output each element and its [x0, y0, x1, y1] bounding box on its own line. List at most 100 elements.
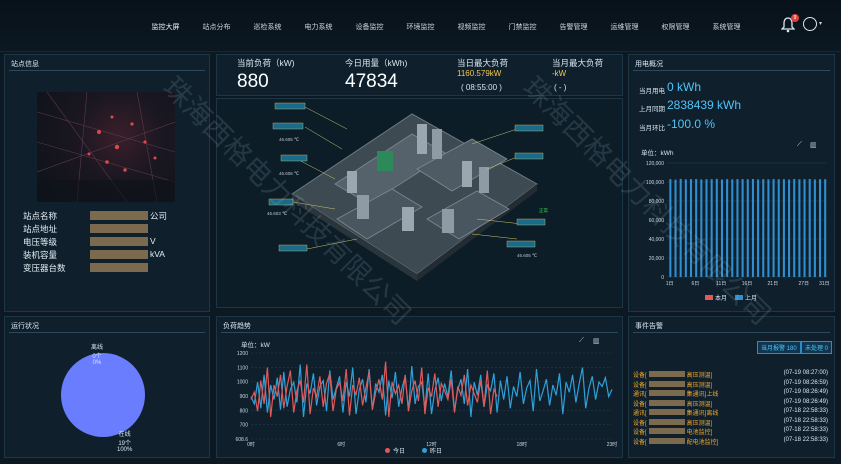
- alarm-time: (07-18 22:58:33): [783, 436, 828, 443]
- chevron-down-icon[interactable]: ▾: [819, 21, 823, 27]
- bar-上月: [751, 178, 754, 277]
- redacted-value: [90, 250, 148, 259]
- alarm-row[interactable]: 设备[高压测温] (07-19 08:26:49): [633, 399, 828, 408]
- alarm-row[interactable]: 设备[ 配电池监控] (07-18 22:58:33): [633, 437, 828, 446]
- alarm-type: 通讯[: [633, 411, 647, 417]
- usage-bar-chart: 0 20,000 40,000 60,000 80,000 100,000 120,000 1…: [646, 161, 830, 287]
- offline-count: 0个: [92, 354, 102, 360]
- y-tick-label: 1100: [237, 365, 248, 371]
- redacted-value: [90, 211, 148, 220]
- y-tick-label: 40,000: [649, 237, 665, 243]
- series-line-昨日: [250, 364, 613, 418]
- bar-上月: [762, 179, 765, 277]
- nav-item[interactable]: 视频监控: [457, 24, 486, 31]
- line-chart-icon[interactable]: ⟋: [579, 337, 584, 344]
- site-row-value: 公司: [150, 211, 168, 221]
- alarm-detail: 高压测温]: [686, 382, 713, 389]
- scene-status: 正常: [539, 207, 548, 214]
- redacted-device: [648, 437, 685, 444]
- monthly-alarm-button[interactable]: 当月报警 180: [757, 341, 801, 354]
- bar-上月: [731, 179, 734, 277]
- top-nav: 监控大屏 站点分布 巡检系统 电力系统 设备监控 环境监控 视频监控 门禁监控 告警管理 运维管理…: [0, 0, 841, 52]
- alarm-row[interactable]: 通讯[集通讯]离线 (07-18 22:58:33): [633, 408, 828, 417]
- bar-上月: [808, 179, 811, 277]
- nav-item[interactable]: 环境监控: [406, 24, 435, 31]
- bar-上月: [777, 179, 780, 277]
- today-max-value: 1160.579kW: [457, 69, 502, 78]
- user-avatar-icon[interactable]: [803, 17, 817, 31]
- unhandled-alarm-button[interactable]: 未处理 0: [801, 341, 833, 354]
- nav-item[interactable]: 运维管理: [610, 24, 639, 31]
- redacted-value: [90, 224, 148, 233]
- ratio-value: -100.0 %: [667, 117, 716, 131]
- usage-overview-panel: 用电概况 当月用电 0 kWh 上月同期 2838439 kWh 当月环比 -1…: [628, 54, 835, 312]
- panel-title: 用电概况: [635, 61, 663, 68]
- divider: [221, 332, 618, 333]
- redacted-device: [648, 380, 685, 387]
- redacted-device: [648, 409, 685, 415]
- month-max-time: ( - ): [554, 83, 567, 92]
- redacted-value: [90, 237, 148, 246]
- alarm-time: (07-19 08:26:49): [783, 389, 828, 395]
- month-max-label: 当月最大负荷: [552, 58, 604, 68]
- x-tick-label: 21日: [768, 281, 779, 287]
- nav-item[interactable]: 设备监控: [355, 24, 384, 31]
- nav-item[interactable]: 站点分布: [202, 24, 231, 31]
- bar-chart-icon[interactable]: ▥: [810, 142, 817, 149]
- nav-item[interactable]: 监控大屏: [151, 24, 180, 31]
- x-tick-label: 16日: [742, 281, 753, 287]
- alarm-type: 设备[: [633, 439, 647, 446]
- x-tick-label: 31日: [819, 281, 830, 287]
- scene-temp-2: 46.603 ℃: [267, 211, 288, 216]
- alarm-row[interactable]: 设备[高压测温] (07-19 08:26:59): [633, 380, 828, 389]
- legend-last-month: 上月: [745, 296, 758, 302]
- legend-this-month: 本月: [715, 296, 728, 302]
- nav-item[interactable]: 系统管理: [712, 24, 741, 31]
- alarm-time: (07-19 08:26:49): [783, 398, 828, 405]
- bar-上月: [788, 179, 791, 277]
- nav-item[interactable]: 电力系统: [304, 24, 333, 31]
- bar-上月: [674, 179, 677, 277]
- online-annotation: 在线 19个 100%: [117, 429, 132, 453]
- bar-上月: [669, 179, 672, 277]
- nav-item[interactable]: 权限管理: [661, 24, 690, 31]
- substation-3d-view: 46.605 ℃ 46.603 ℃ 46.606 ℃ 46.605 ℃ 正常: [216, 98, 623, 308]
- online-count: 19个: [118, 441, 132, 447]
- redacted-device: [648, 390, 685, 396]
- bar-上月: [695, 179, 698, 277]
- bell-icon[interactable]: [780, 17, 796, 33]
- legend-last-month-swatch: [735, 295, 743, 300]
- alarm-row[interactable]: 通讯[集通讯]上线 (07-19 08:26:49): [633, 389, 828, 398]
- alarm-detail: 集通讯]离线: [686, 411, 719, 417]
- alarm-type: 设备[: [633, 382, 647, 389]
- bar-上月: [767, 179, 770, 277]
- x-tick-label: 1日: [666, 281, 674, 287]
- site-row-value: kVA: [150, 249, 165, 259]
- bar-chart-icon[interactable]: ▥: [593, 338, 600, 345]
- bar-上月: [819, 179, 822, 277]
- alarm-detail: 配电池监控]: [686, 439, 719, 446]
- nav-item[interactable]: 巡检系统: [253, 24, 282, 31]
- line-chart-icon[interactable]: ⟋: [797, 141, 802, 148]
- month-max-value: -kW: [552, 69, 567, 78]
- offline-pct: 0%: [92, 360, 102, 366]
- alarm-row[interactable]: 设备[高压测温] (07-19 08:27:00): [633, 370, 828, 379]
- legend-yesterday: 昨日: [430, 449, 443, 455]
- x-tick-label: 12时: [426, 441, 437, 447]
- status-pie-chart: [61, 353, 145, 437]
- x-tick-label: 0时: [247, 441, 255, 447]
- y-tick-label: 0: [661, 275, 664, 281]
- alarm-row[interactable]: 设备[高压测温] (07-18 22:58:33): [633, 418, 828, 427]
- nav-item[interactable]: 告警管理: [559, 24, 588, 31]
- today-usage-value: 47834: [345, 71, 398, 92]
- bar-上月: [757, 179, 760, 277]
- alarm-row[interactable]: 设备[电池监控] (07-18 22:58:33): [633, 427, 828, 436]
- bar-上月: [793, 178, 796, 277]
- kpi-strip: 当前负荷（kW) 880 今日用量（kWh) 47834 当日最大负荷 1160…: [216, 54, 623, 96]
- nav-item[interactable]: 门禁监控: [508, 24, 537, 31]
- y-tick-label: 100,000: [646, 180, 664, 186]
- series-line-今日: [250, 361, 498, 418]
- ratio-label: 当月环比: [639, 125, 665, 132]
- site-row-label: 站点名称: [23, 211, 58, 221]
- redacted-device: [648, 399, 685, 406]
